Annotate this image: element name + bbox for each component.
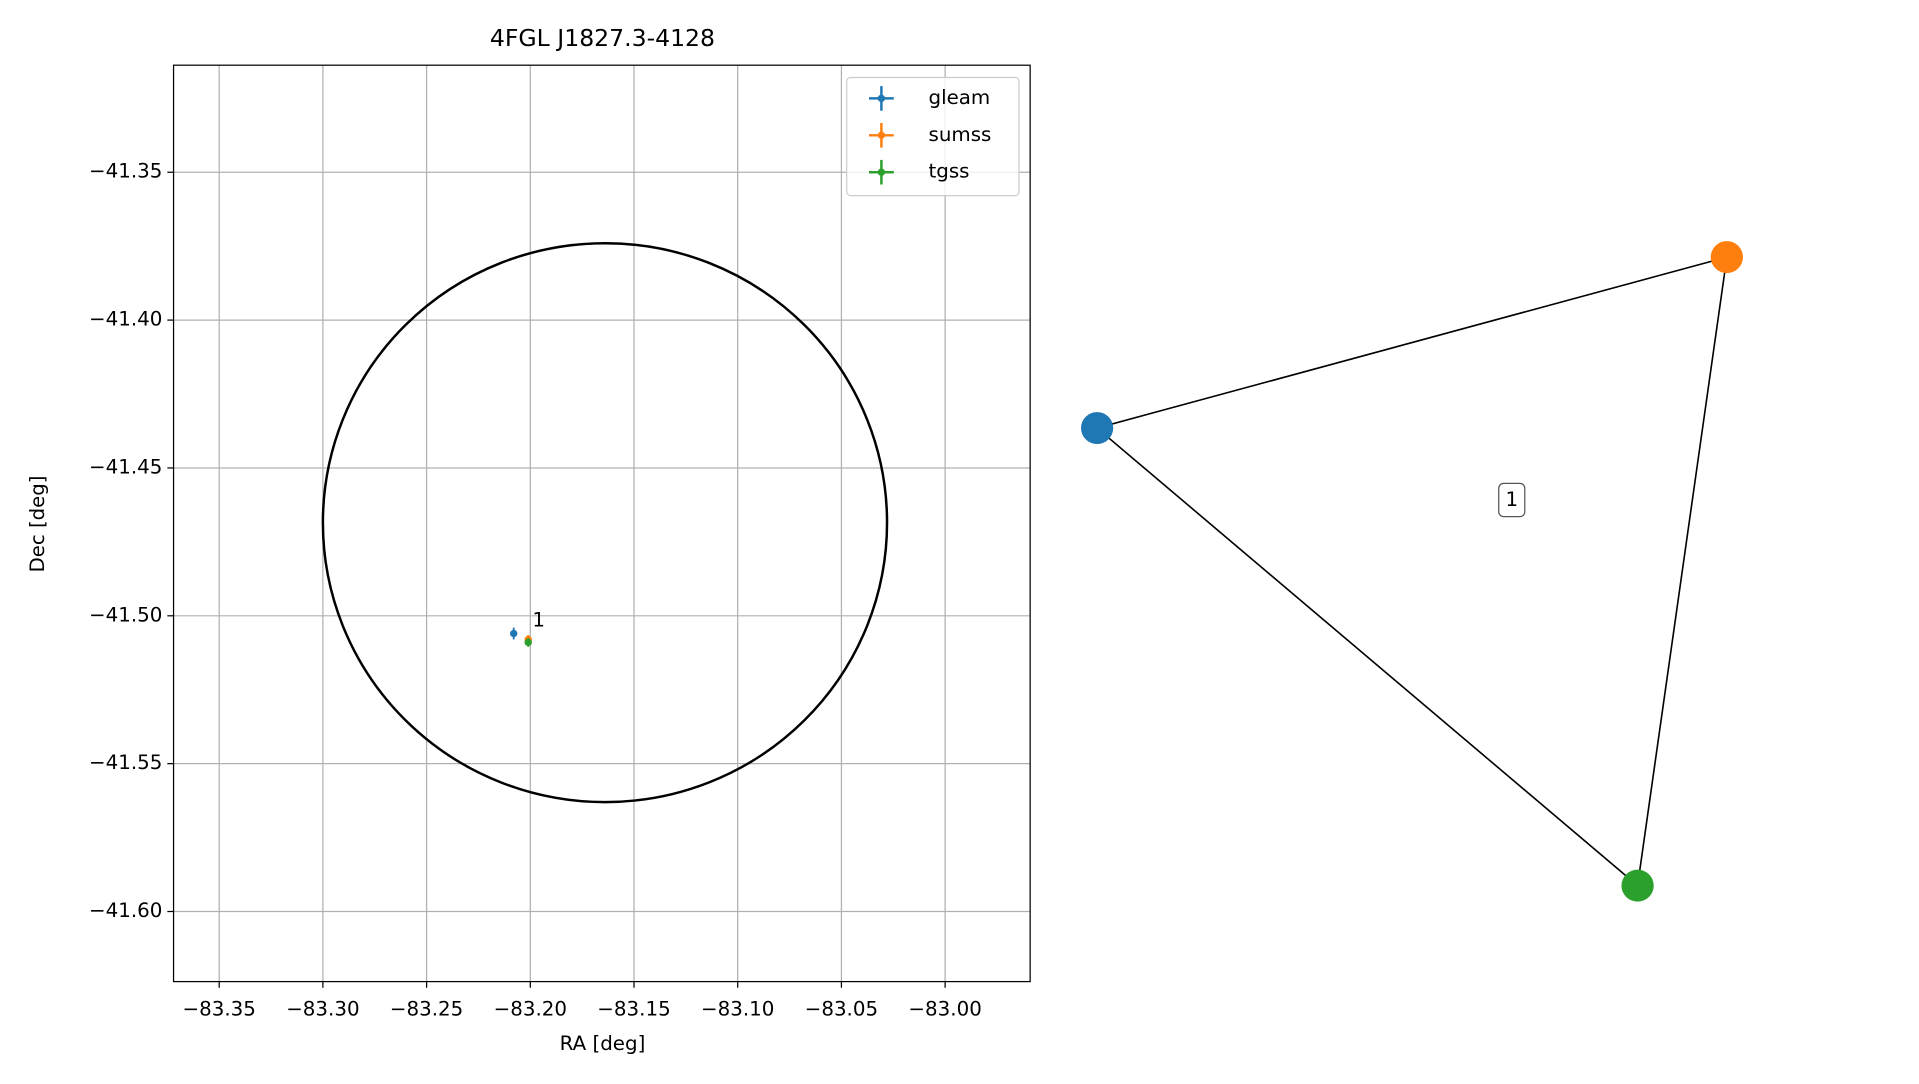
legend-swatch [877, 168, 886, 176]
edge [1096, 427, 1639, 887]
legend: gleam sumss tgss [846, 76, 1020, 197]
y-tick-label: −41.50 [89, 603, 162, 626]
node [1710, 241, 1743, 274]
x-tick-label: −83.35 [182, 997, 255, 1020]
annotation: 1 [532, 609, 545, 632]
y-tick-label: −41.45 [89, 455, 162, 478]
node [1621, 869, 1654, 902]
legend-box [846, 76, 1020, 197]
legend-label: gleam [929, 86, 991, 109]
point [524, 638, 532, 647]
chart-title: 4FGL J1827.3-4128 [490, 24, 715, 52]
legend-label: sumss [929, 123, 992, 146]
edge-label-box [1498, 482, 1526, 518]
x-axis-label: RA [deg] [560, 1032, 646, 1055]
x-tick-label: −83.25 [390, 997, 463, 1020]
y-tick-label: −41.35 [89, 160, 162, 183]
x-tick-label: −83.10 [701, 997, 774, 1020]
x-tick-label: −83.05 [805, 997, 878, 1020]
y-tick-label: −41.40 [89, 308, 162, 331]
point [509, 629, 518, 638]
y-tick-label: −41.60 [89, 899, 162, 922]
y-axis-label: Dec [deg] [26, 476, 49, 573]
plot-frame [172, 64, 1031, 983]
x-tick-label: −83.00 [908, 997, 981, 1020]
legend-swatch [877, 131, 886, 139]
x-tick-label: −83.15 [597, 997, 670, 1020]
node [1080, 412, 1114, 445]
edge-label: 1 [1505, 488, 1518, 511]
edge [1096, 256, 1728, 429]
x-tick-label: −83.20 [494, 997, 567, 1020]
edge [1636, 256, 1728, 886]
legend-swatch [877, 94, 886, 103]
x-tick-label: −83.30 [286, 997, 359, 1020]
legend-label: tgss [929, 160, 970, 183]
y-tick-label: −41.55 [89, 751, 162, 774]
error-ellipse [321, 241, 889, 804]
